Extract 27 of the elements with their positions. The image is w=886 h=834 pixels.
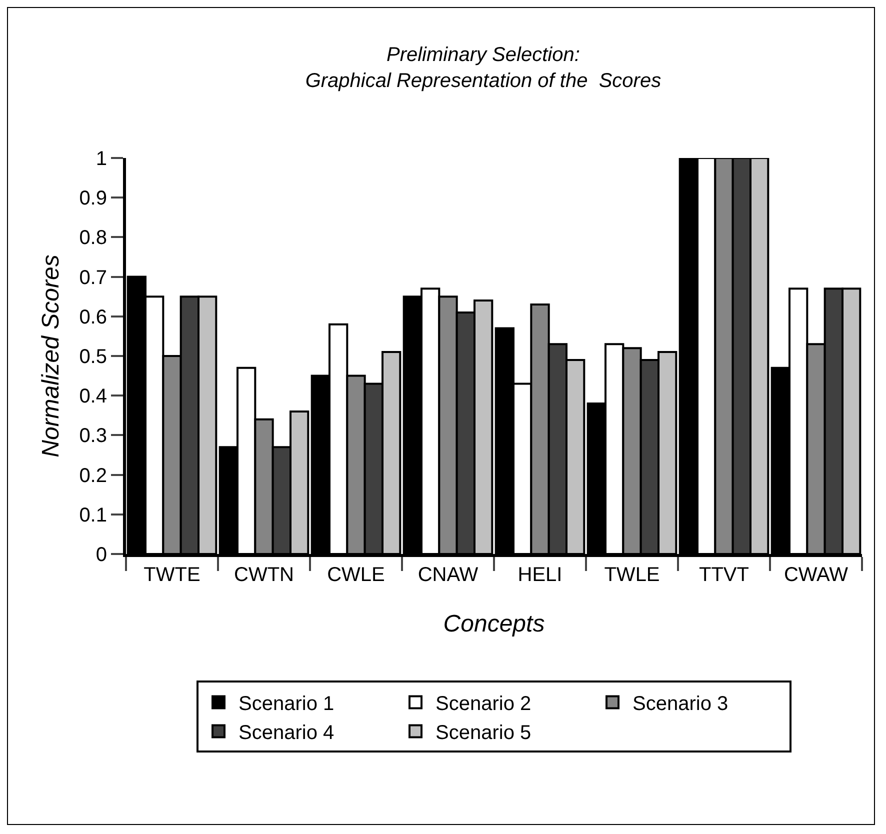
y-tick-label: 0.9 [79,188,107,210]
x-tick-label: CWLE [327,564,385,586]
legend-label: Scenario 1 [238,693,334,716]
legend-label: Scenario 3 [632,693,728,716]
x-tick-label: HELI [518,564,562,586]
chart-title: Preliminary Selection: Graphical Representation of the Scores [305,44,662,92]
y-tick-label: 0.3 [79,425,107,448]
y-tick-label: 0.1 [79,504,107,526]
y-tick-label: 0 [96,544,107,566]
y-tick-label: 1 [96,148,107,170]
y-tick-label: 0.2 [79,464,107,487]
y-tick-label: 0.6 [79,306,107,328]
legend-label: Scenario 5 [436,722,532,744]
y-tick-label: 0.8 [79,227,107,250]
x-tick-label: CWTN [234,564,294,586]
x-tick-label: TTVT [699,564,749,586]
legend-label: Scenario 4 [238,722,334,744]
x-tick-label: CNAW [418,564,478,586]
legend-label: Scenario 2 [436,693,532,716]
x-tick-label: TWLE [604,564,660,586]
x-tick-label: TWTE [144,564,200,586]
x-tick-label: CWAW [784,564,848,586]
x-axis-title: Concepts [443,610,545,638]
y-tick-label: 0.5 [79,346,107,368]
y-tick-label: 0.7 [79,266,107,289]
y-tick-label: 0.4 [79,386,107,408]
y-axis-title: Normalized Scores [37,254,64,458]
